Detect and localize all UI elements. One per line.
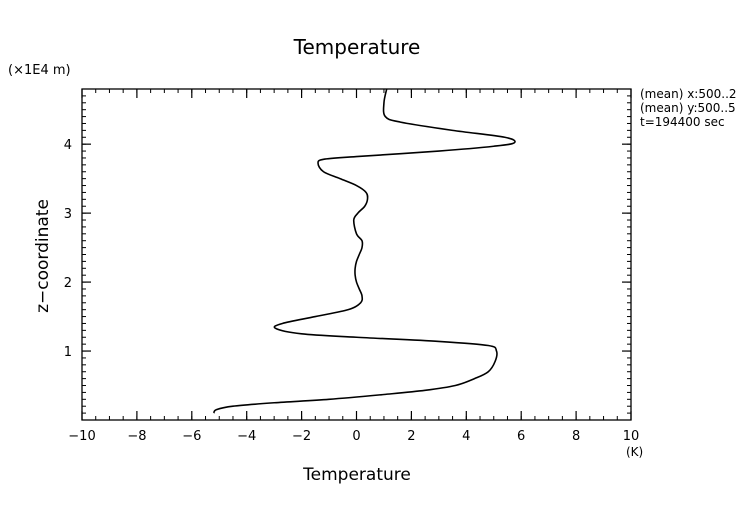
x-tick-label: −2 bbox=[292, 429, 311, 444]
chart-title: Temperature bbox=[293, 35, 421, 59]
x-tick-label: 6 bbox=[517, 429, 525, 444]
temperature-profile-line bbox=[213, 88, 516, 414]
x-tick-label: −6 bbox=[182, 429, 201, 444]
series-group bbox=[213, 88, 516, 414]
x-tick-label: 0 bbox=[352, 429, 360, 444]
y-axis-label: z−coordinate bbox=[33, 199, 53, 313]
y-tick-label: 1 bbox=[64, 345, 72, 360]
x-tick-label: 10 bbox=[623, 429, 640, 444]
y-tick-label: 3 bbox=[64, 207, 72, 222]
x-tick-label: −4 bbox=[237, 429, 256, 444]
y-tick-label: 4 bbox=[64, 138, 72, 153]
x-tick-label: 2 bbox=[407, 429, 415, 444]
x-tick-label: 8 bbox=[572, 429, 580, 444]
x-tick-label: −8 bbox=[127, 429, 146, 444]
x-axis-label: Temperature bbox=[302, 465, 411, 485]
annotation-mean-y: (mean) y:500..5 bbox=[640, 101, 736, 115]
y-axis-unit: (×1E4 m) bbox=[8, 63, 71, 78]
y-tick-label: 2 bbox=[64, 276, 72, 291]
x-tick-label: 4 bbox=[462, 429, 470, 444]
x-tick-label: −10 bbox=[68, 429, 95, 444]
x-axis-unit: (K) bbox=[626, 445, 643, 459]
annotation-mean-x: (mean) x:500..2 bbox=[640, 87, 737, 101]
annotation-time: t=194400 sec bbox=[640, 115, 725, 129]
plot-frame bbox=[81, 88, 632, 421]
